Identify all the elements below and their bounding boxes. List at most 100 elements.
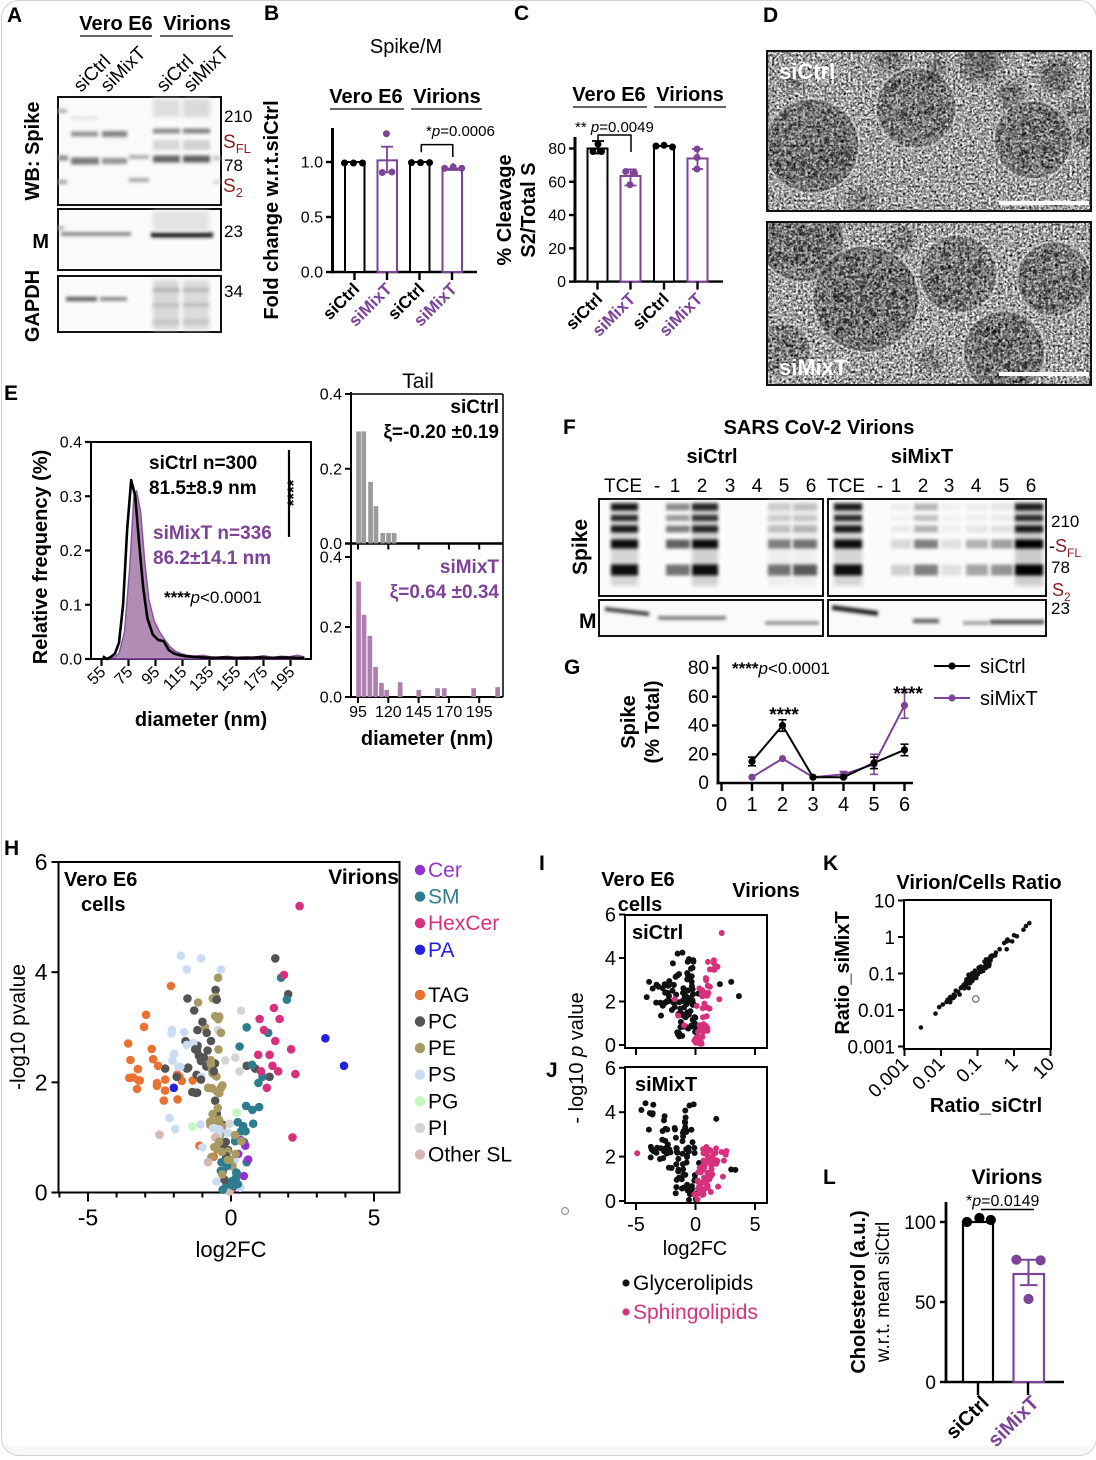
svg-text:0: 0 [605,1035,616,1057]
svg-text:0.2: 0.2 [60,543,82,560]
svg-text:50: 50 [915,1293,936,1314]
svg-text:5: 5 [779,476,790,497]
svg-text:log2FC: log2FC [196,1237,267,1262]
svg-text:Cholesterol (a.u.): Cholesterol (a.u.) [848,1210,870,1373]
svg-text:2: 2 [777,794,788,816]
svg-text:S2: S2 [1052,580,1071,604]
svg-text:210: 210 [224,107,252,126]
svg-text:Vero E6: Vero E6 [79,13,152,35]
svg-text:175: 175 [240,664,271,695]
svg-text:40: 40 [548,208,566,225]
svg-text:Virions: Virions [413,86,480,108]
svg-text:0.5: 0.5 [301,210,323,227]
svg-text:0.3: 0.3 [60,489,82,506]
svg-text:C: C [514,2,529,25]
svg-text:*p=0.0149: *p=0.0149 [966,1193,1040,1210]
svg-text:-5: -5 [627,1214,645,1236]
svg-text:Spike: Spike [618,695,640,748]
svg-text:% Cleavage: % Cleavage [494,154,516,265]
svg-text:siCtrl: siCtrl [980,656,1026,678]
svg-text:F: F [563,416,576,439]
svg-text:cells: cells [618,894,662,916]
svg-text:ξ=-0.20 ±0.19: ξ=-0.20 ±0.19 [383,422,499,443]
svg-text:155: 155 [213,664,244,695]
svg-text:0.1: 0.1 [869,965,895,986]
svg-text:0: 0 [698,773,709,794]
svg-text:A: A [7,4,22,27]
svg-text:****p<0.0001: ****p<0.0001 [164,588,262,607]
svg-text:siMixT: siMixT [635,1074,697,1096]
svg-text:0.0: 0.0 [320,690,342,707]
svg-text:6: 6 [605,1058,616,1080]
svg-text:2: 2 [697,476,708,497]
svg-text:****: **** [769,705,799,726]
svg-text:40: 40 [688,716,709,737]
svg-text:PA: PA [428,939,454,962]
svg-text:145: 145 [405,704,432,721]
svg-text:0.0: 0.0 [301,265,323,282]
svg-text:Other SL: Other SL [428,1144,512,1167]
svg-text:-SFL: -SFL [1049,536,1081,560]
svg-text:PI: PI [428,1117,448,1140]
svg-text:S2: S2 [223,176,243,200]
svg-text:I: I [539,852,545,875]
svg-text:G: G [564,656,580,679]
svg-text:80: 80 [548,141,566,158]
svg-text:81.5±8.9 nm: 81.5±8.9 nm [149,478,257,499]
svg-text:2: 2 [605,1147,616,1169]
svg-text:170: 170 [436,704,463,721]
svg-text:78: 78 [224,156,243,175]
svg-text:2: 2 [918,476,929,497]
svg-text:w.r.t. mean siCtrl: w.r.t. mean siCtrl [873,1222,894,1363]
svg-text:5: 5 [868,794,879,816]
svg-text:0: 0 [605,1191,616,1213]
svg-text:SFL: SFL [223,132,251,156]
svg-text:4: 4 [838,794,849,816]
svg-text:Vero E6: Vero E6 [64,869,137,891]
svg-text:****: **** [893,684,923,705]
svg-text:3: 3 [807,794,818,816]
svg-text:siMixT: siMixT [891,446,953,468]
svg-text:0.01: 0.01 [909,1054,950,1095]
svg-text:0: 0 [557,274,566,291]
svg-text:M: M [32,231,49,253]
svg-text:23: 23 [1051,599,1070,618]
svg-text:Vero E6: Vero E6 [572,84,645,106]
svg-text:0.1: 0.1 [60,597,82,614]
svg-text:Fold change w.r.t.siCtrl: Fold change w.r.t.siCtrl [261,100,283,319]
svg-text:3: 3 [725,476,736,497]
svg-text:55: 55 [85,664,110,689]
svg-text:Virions: Virions [732,880,799,902]
svg-text:Vero E6: Vero E6 [601,869,674,891]
svg-text:6: 6 [806,476,817,497]
svg-text:5: 5 [749,1214,760,1236]
svg-text:K: K [823,852,838,875]
svg-text:Vero E6: Vero E6 [329,86,402,108]
svg-text:GAPDH: GAPDH [22,270,44,342]
svg-text:10: 10 [874,892,895,913]
svg-text:1.0: 1.0 [301,155,323,172]
svg-text:Virion/Cells Ratio: Virion/Cells Ratio [896,872,1061,894]
svg-text:0: 0 [716,794,727,816]
svg-text:4: 4 [35,959,48,985]
svg-text:60: 60 [548,174,566,191]
svg-text:0.01: 0.01 [858,1001,895,1022]
svg-text:1: 1 [884,928,895,949]
svg-text:2: 2 [605,992,616,1014]
svg-text:100: 100 [904,1213,936,1234]
svg-text:115: 115 [160,664,190,694]
svg-text:M: M [579,610,597,633]
svg-text:H: H [4,837,19,860]
svg-text:0.2: 0.2 [320,461,342,478]
svg-text:2: 2 [35,1069,48,1095]
svg-text:4: 4 [971,476,982,497]
svg-text:diameter (nm): diameter (nm) [361,728,493,750]
svg-text:1: 1 [1000,1054,1022,1076]
svg-text:siCtrl: siCtrl [686,446,737,468]
svg-text:TAG: TAG [428,984,470,1007]
svg-text:siMixT: siMixT [980,688,1038,710]
svg-text:PG: PG [428,1090,458,1113]
svg-text:Ratio_siMixT: Ratio_siMixT [832,911,854,1034]
svg-text:siCtrl: siCtrl [450,397,499,418]
svg-text:L: L [823,1166,836,1189]
